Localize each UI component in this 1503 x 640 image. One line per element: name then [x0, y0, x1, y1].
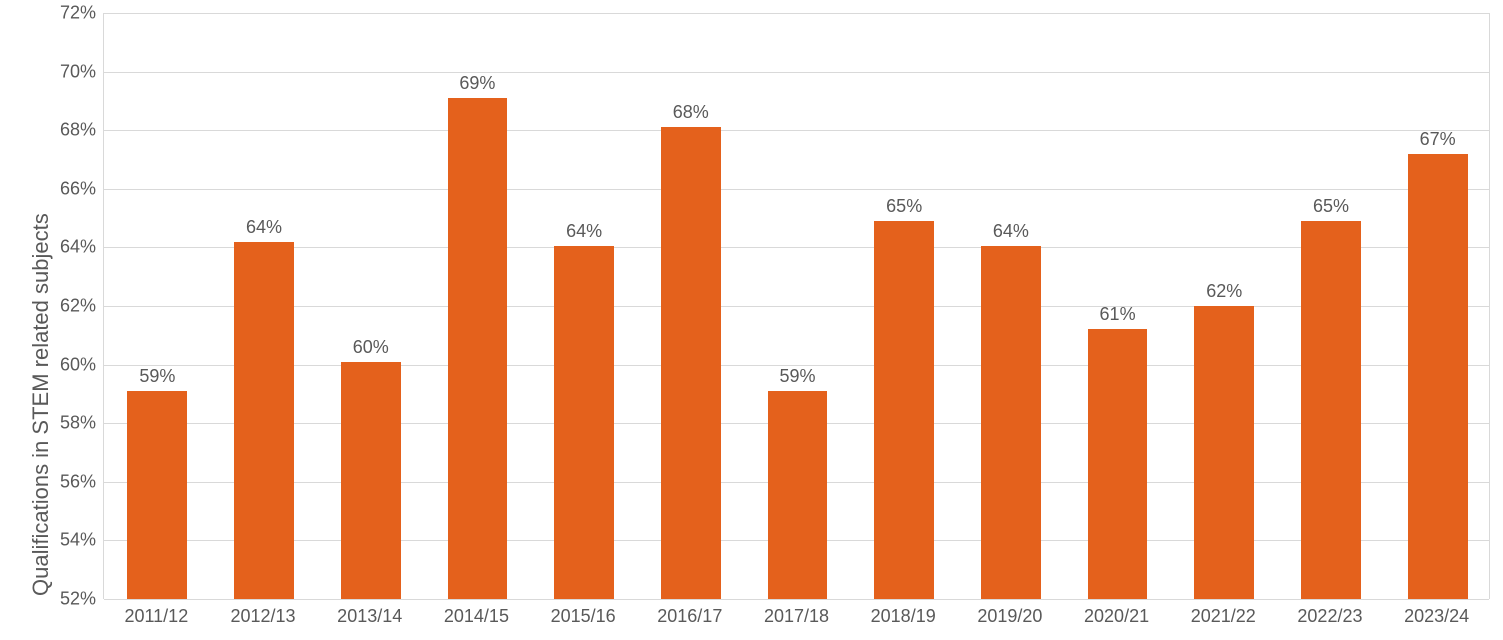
bar [448, 98, 508, 599]
y-tick-label: 54% [36, 530, 96, 551]
bar [127, 391, 187, 599]
x-tick-label: 2020/21 [1084, 606, 1149, 627]
y-tick-label: 70% [36, 61, 96, 82]
bar [234, 242, 294, 599]
gridline [104, 599, 1489, 600]
x-tick-label: 2012/13 [230, 606, 295, 627]
bar-value-label: 64% [566, 221, 602, 242]
bar-value-label: 69% [459, 73, 495, 94]
x-tick-label: 2015/16 [551, 606, 616, 627]
y-tick-label: 68% [36, 120, 96, 141]
bar-value-label: 65% [886, 196, 922, 217]
y-tick-label: 60% [36, 354, 96, 375]
bar [661, 127, 721, 599]
x-tick-label: 2023/24 [1404, 606, 1469, 627]
y-tick-label: 58% [36, 413, 96, 434]
bar-value-label: 61% [1100, 304, 1136, 325]
bar-value-label: 64% [993, 221, 1029, 242]
bar [341, 362, 401, 599]
x-tick-label: 2017/18 [764, 606, 829, 627]
bar [554, 246, 614, 599]
x-tick-label: 2021/22 [1191, 606, 1256, 627]
y-tick-label: 72% [36, 3, 96, 24]
bar-value-label: 59% [139, 366, 175, 387]
bar-value-label: 60% [353, 337, 389, 358]
y-tick-label: 52% [36, 589, 96, 610]
x-tick-label: 2014/15 [444, 606, 509, 627]
x-tick-label: 2019/20 [977, 606, 1042, 627]
x-tick-label: 2018/19 [871, 606, 936, 627]
bar [874, 221, 934, 599]
bar [1194, 306, 1254, 599]
y-tick-label: 56% [36, 471, 96, 492]
x-tick-label: 2011/12 [124, 606, 188, 627]
x-tick-label: 2013/14 [337, 606, 402, 627]
bar [1301, 221, 1361, 599]
bar-value-label: 64% [246, 217, 282, 238]
bar-value-label: 62% [1206, 281, 1242, 302]
y-tick-label: 66% [36, 178, 96, 199]
x-tick-label: 2016/17 [657, 606, 722, 627]
bars-container [104, 13, 1489, 599]
x-tick-label: 2022/23 [1297, 606, 1362, 627]
bar-value-label: 67% [1420, 129, 1456, 150]
bar-value-label: 59% [779, 366, 815, 387]
bar-value-label: 68% [673, 102, 709, 123]
bar-value-label: 65% [1313, 196, 1349, 217]
plot-area: 59% 64% 60% 69% 64% 68% 59% 65% 64% 61% 62% 65% 67% [103, 13, 1490, 599]
stem-qualifications-chart: Qualifications in STEM related subjects … [0, 0, 1503, 640]
bar [981, 246, 1041, 599]
y-tick-label: 64% [36, 237, 96, 258]
bar [1088, 329, 1148, 599]
y-tick-label: 62% [36, 296, 96, 317]
bar [1408, 154, 1468, 599]
bar [768, 391, 828, 599]
